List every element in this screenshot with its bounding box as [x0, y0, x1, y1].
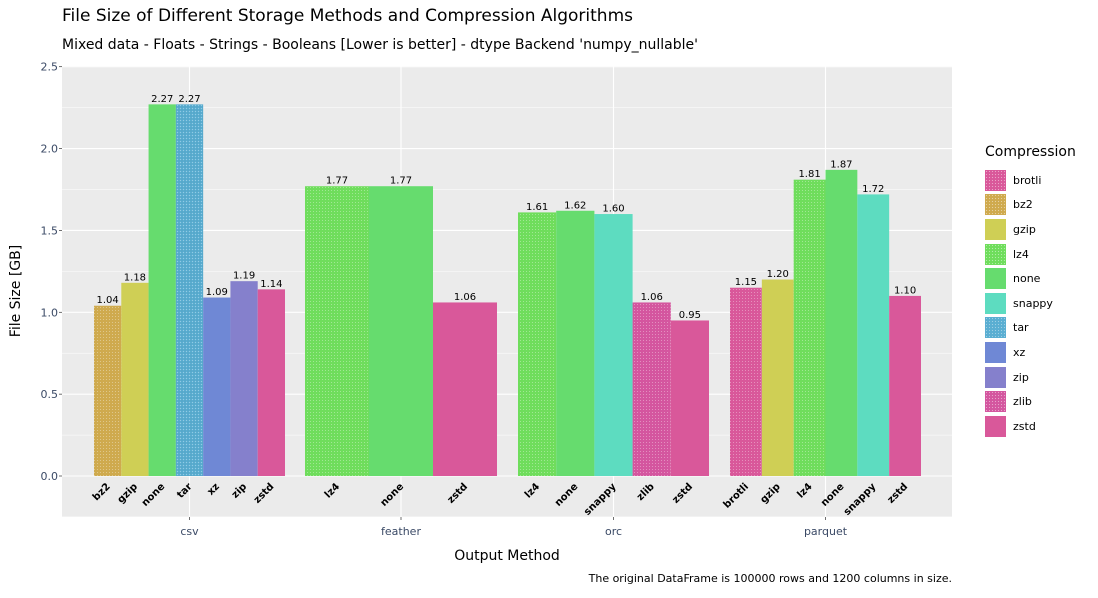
legend-item-brotli: brotli: [985, 168, 1076, 193]
legend-label: xz: [1013, 345, 1026, 359]
bar-texture: [730, 287, 762, 476]
legend-title: Compression: [985, 144, 1076, 160]
bar-value-label: 1.81: [798, 169, 820, 180]
bar-value-label: 1.06: [454, 292, 476, 303]
y-tick-label: 1.5: [41, 224, 59, 237]
bar-value-label: 1.77: [390, 176, 412, 187]
y-tick-label: 2.0: [41, 143, 59, 156]
bar-csv-none: [148, 104, 176, 477]
legend-label: tar: [1013, 321, 1029, 335]
legend-swatch: [985, 243, 1006, 265]
bar-texture: [518, 212, 557, 476]
chart-subtitle: Mixed data - Floats - Strings - Booleans…: [62, 37, 698, 53]
legend-label: gzip: [1013, 222, 1036, 236]
bar-feather-none: [369, 186, 433, 476]
legend-label: zip: [1013, 370, 1029, 384]
y-tick-label: 2.5: [41, 61, 59, 74]
bar-value-label: 1.60: [602, 204, 624, 215]
bar-value-label: 1.61: [526, 202, 548, 213]
legend-swatch: [985, 415, 1006, 437]
bar-csv-gzip: [121, 282, 149, 476]
x-tick-label: csv: [180, 525, 199, 538]
bar-value-label: 1.77: [326, 176, 348, 187]
legend-item-bz2: bz2: [985, 193, 1076, 218]
bar-value-label: 1.14: [260, 279, 282, 290]
bar-csv-xz: [203, 297, 231, 476]
x-tick-label: orc: [605, 525, 622, 538]
bar-orc-none: [556, 210, 595, 476]
legend-swatch: [985, 218, 1006, 240]
bar-value-label: 1.62: [564, 200, 586, 211]
legend-label: bz2: [1013, 198, 1033, 212]
bar-texture: [632, 302, 671, 476]
bar-value-label: 1.87: [830, 159, 852, 170]
legend-swatch: [985, 341, 1006, 363]
legend-item-none: none: [985, 266, 1076, 291]
bar-value-label: 1.15: [735, 277, 757, 288]
legend-item-xz: xz: [985, 340, 1076, 365]
legend-swatch: [985, 268, 1006, 290]
legend-swatch: [985, 366, 1006, 388]
bar-orc-zstd: [670, 320, 709, 476]
bar-parquet-zstd: [889, 295, 921, 476]
bar-value-label: 2.27: [151, 94, 173, 105]
legend-swatch: [985, 292, 1006, 314]
bar-texture: [94, 305, 122, 476]
legend-item-tar: tar: [985, 316, 1076, 341]
legend-label: zstd: [1013, 419, 1036, 433]
bar-feather-zstd: [433, 302, 497, 476]
y-tick-label: 0.0: [41, 470, 59, 483]
x-axis-label: Output Method: [454, 548, 560, 564]
bar-value-label: 1.19: [233, 271, 255, 282]
bar-texture: [175, 104, 204, 477]
bar-value-label: 1.18: [124, 272, 146, 283]
bar-value-label: 1.04: [97, 295, 119, 306]
legend-item-gzip: gzip: [985, 217, 1076, 242]
legend-item-zip: zip: [985, 365, 1076, 390]
legend-swatch: [985, 169, 1006, 191]
bar-parquet-none: [825, 169, 858, 476]
legend-item-snappy: snappy: [985, 291, 1076, 316]
bar-value-label: 1.10: [894, 285, 916, 296]
y-tick-label: 1.0: [41, 306, 59, 319]
bar-texture: [305, 186, 369, 476]
bar-csv-zstd: [257, 289, 285, 476]
bar-csv-zip: [230, 281, 258, 476]
bar-parquet-snappy: [857, 194, 890, 476]
bar-parquet-gzip: [761, 279, 794, 476]
legend-label: none: [1013, 272, 1041, 286]
legend-label: zlib: [1013, 395, 1032, 409]
x-tick-label: parquet: [804, 525, 848, 538]
legend-item-zlib: zlib: [985, 389, 1076, 414]
legend-label: snappy: [1013, 296, 1053, 310]
bar-value-label: 1.09: [206, 287, 228, 298]
bar-value-label: 1.72: [862, 184, 884, 195]
legend-swatch: [985, 194, 1006, 216]
bar-value-label: 0.95: [679, 310, 701, 321]
chart-caption: The original DataFrame is 100000 rows an…: [588, 572, 952, 585]
chart-title: File Size of Different Storage Methods a…: [62, 6, 633, 26]
bar-value-label: 2.27: [178, 94, 200, 105]
bar-texture: [793, 179, 826, 476]
legend-swatch: [985, 317, 1006, 339]
legend-swatch: [985, 391, 1006, 413]
legend-item-lz4: lz4: [985, 242, 1076, 267]
bar-value-label: 1.20: [767, 269, 789, 280]
legend: Compression brotli bz2 gzip lz4 none snappy ta…: [985, 144, 1076, 439]
bar-value-label: 1.06: [641, 292, 663, 303]
legend-label: lz4: [1013, 247, 1029, 261]
legend-label: brotli: [1013, 173, 1042, 187]
bar-orc-snappy: [594, 214, 633, 476]
legend-item-zstd: zstd: [985, 414, 1076, 439]
y-axis-label: File Size [GB]: [8, 245, 24, 337]
y-tick-label: 0.5: [41, 388, 59, 401]
x-tick-label: feather: [381, 525, 421, 538]
